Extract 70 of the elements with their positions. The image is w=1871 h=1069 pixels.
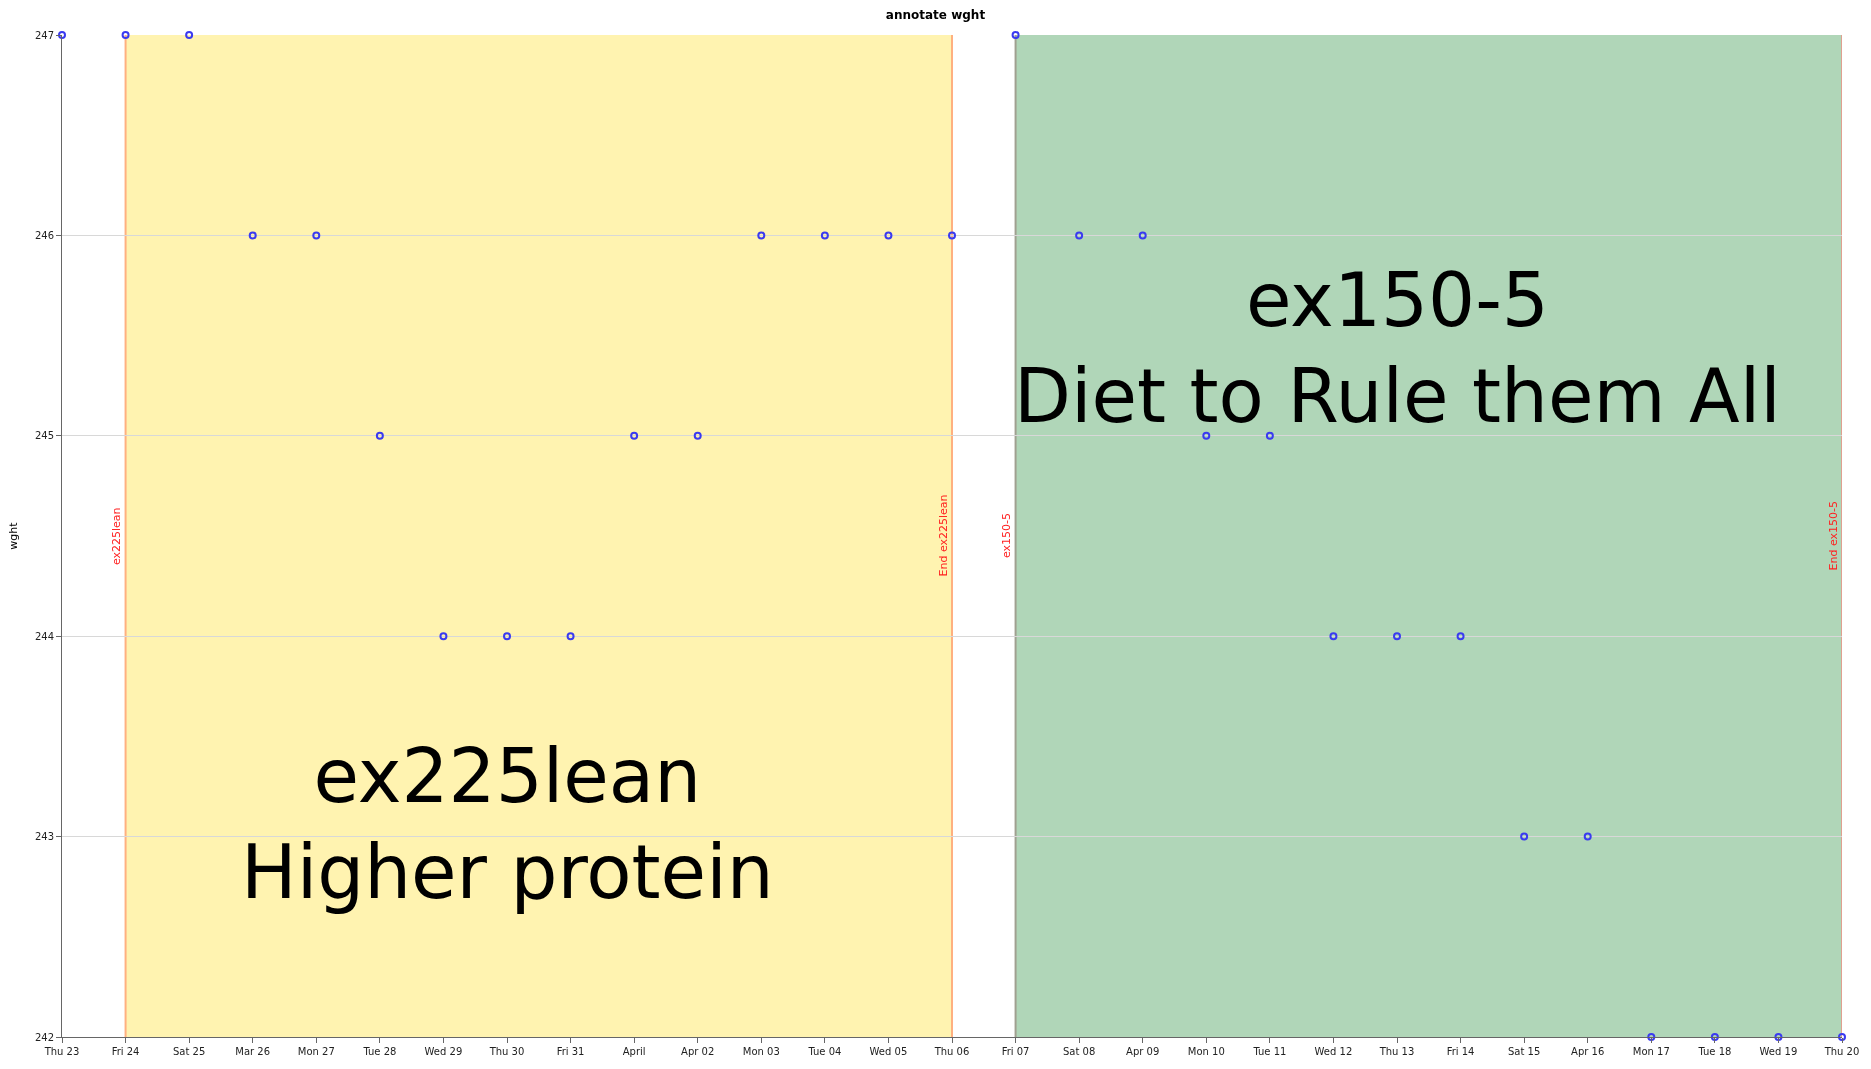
point	[375, 431, 384, 440]
x-tick-label: Mon 27	[297, 1046, 335, 1057]
x-tick-label: Thu 13	[1378, 1046, 1415, 1057]
point	[1710, 1033, 1719, 1041]
point	[757, 231, 766, 240]
point	[1138, 231, 1147, 240]
x-tick-label: Tue 28	[362, 1046, 397, 1057]
x-tick-label: Tue 04	[807, 1046, 842, 1057]
x-tick-label: Mon 03	[742, 1046, 780, 1057]
x-tick-label: Mon 17	[1632, 1046, 1670, 1057]
point	[1265, 431, 1274, 440]
point	[503, 632, 511, 641]
point	[1011, 31, 1020, 39]
x-tick-label: Thu 06	[933, 1046, 970, 1057]
point	[884, 231, 893, 240]
x-tick-label: Mon 10	[1187, 1046, 1225, 1057]
x-tick-label: Thu 20	[1823, 1046, 1860, 1057]
x-tick-label: Apr 09	[1126, 1046, 1160, 1057]
y-tick-label: 245	[34, 430, 54, 442]
point	[1393, 632, 1401, 641]
point	[1520, 832, 1529, 841]
x-tick-label: Wed 19	[1759, 1046, 1798, 1057]
y-tick-label: 247	[34, 29, 54, 41]
x-tick-label: Apr 16	[1571, 1046, 1605, 1057]
x-tick-label: Apr 02	[681, 1046, 715, 1057]
x-tick-label: Fri 24	[111, 1046, 140, 1057]
point	[185, 31, 194, 39]
y-axis-title: wght	[6, 521, 20, 550]
x-tick-label: Sat 25	[172, 1046, 206, 1057]
point	[1329, 632, 1338, 641]
x-tick-label: Thu 30	[488, 1046, 525, 1057]
x-tick-label: Wed 29	[424, 1046, 463, 1057]
x-tick-label: Tue 11	[1252, 1046, 1287, 1057]
x-tick-label: Sat 08	[1062, 1046, 1096, 1057]
band-label: ex150-5 Diet to Rule them All	[1014, 257, 1781, 440]
x-tick-label: April	[622, 1046, 646, 1057]
point	[312, 231, 321, 240]
x-tick-label: Wed 05	[869, 1046, 908, 1057]
x-tick-label: Fri 31	[556, 1046, 585, 1057]
x-tick-label: Wed 12	[1314, 1046, 1353, 1057]
point	[1456, 632, 1465, 641]
ref-line-label: End ex225lean	[936, 494, 950, 577]
point	[121, 31, 130, 39]
y-tick-label: 243	[34, 831, 54, 843]
x-tick-label: Tue 18	[1697, 1046, 1732, 1057]
point	[1647, 1033, 1656, 1041]
point	[248, 231, 257, 240]
x-tick-label: Fri 07	[1001, 1046, 1030, 1057]
x-tick-label: Mar 26	[235, 1046, 271, 1057]
point	[1202, 431, 1211, 440]
x-tick-label: Sat 15	[1507, 1046, 1541, 1057]
ref-line-label: ex225lean	[110, 507, 124, 566]
point	[693, 431, 702, 440]
chart-title: annotate wght	[885, 8, 986, 23]
y-tick-label: 242	[34, 1031, 54, 1043]
point	[439, 632, 448, 641]
point	[630, 431, 639, 440]
point	[566, 632, 575, 641]
y-tick-label: 246	[34, 229, 54, 241]
point	[1774, 1033, 1783, 1041]
band-label: ex225lean Higher protein	[241, 733, 774, 916]
ref-line-label: ex150-5	[1000, 513, 1014, 559]
point	[1075, 231, 1084, 240]
ref-line-label: End ex150-5	[1826, 501, 1840, 571]
point	[948, 231, 956, 240]
y-tick-label: 244	[34, 630, 54, 642]
x-tick-label: Fri 14	[1446, 1046, 1475, 1057]
x-tick-label: Thu 23	[43, 1046, 80, 1057]
point	[1583, 832, 1592, 841]
point	[820, 231, 829, 240]
